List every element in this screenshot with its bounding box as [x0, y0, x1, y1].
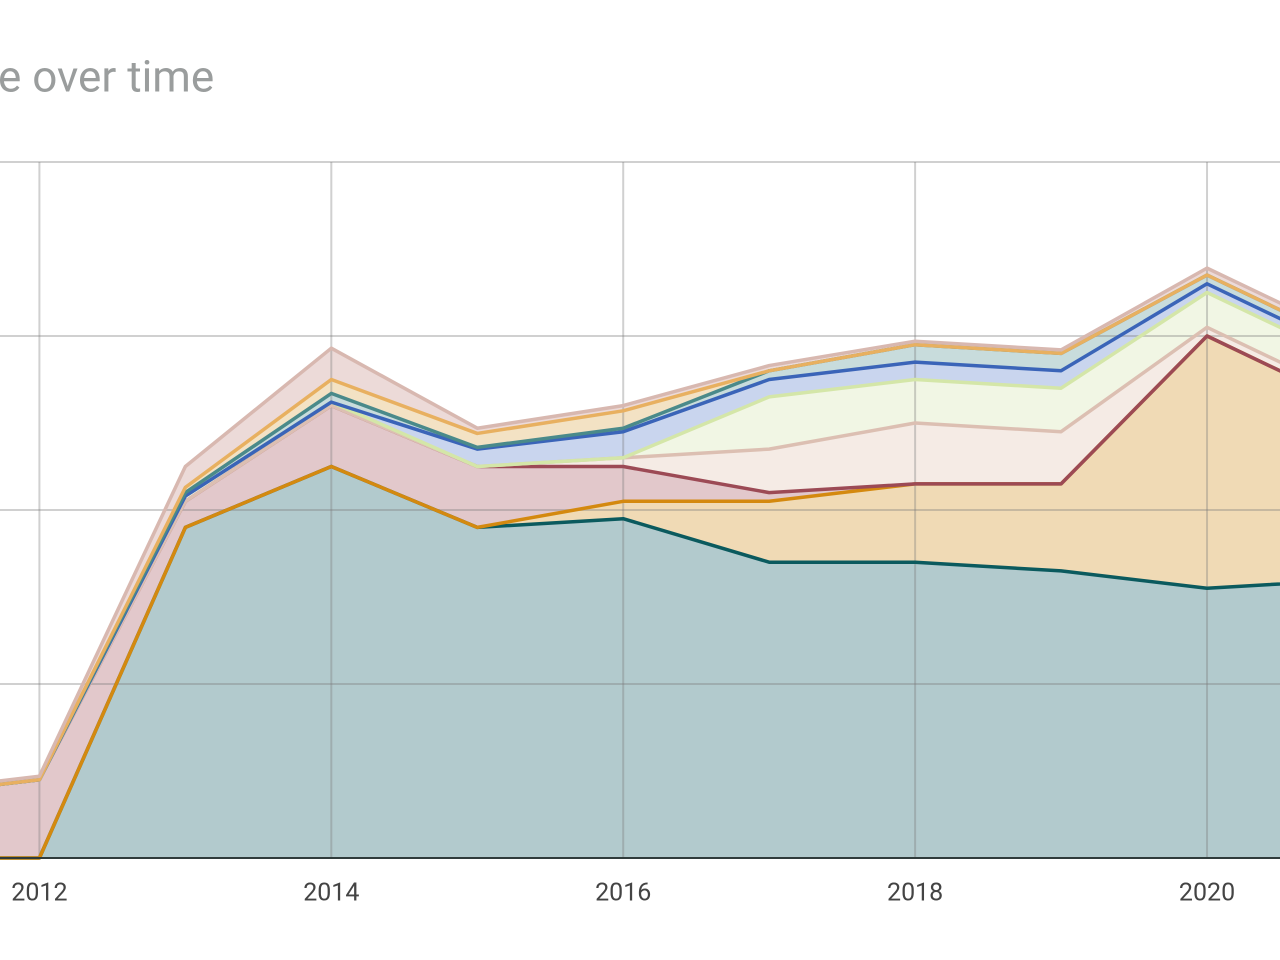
axis: 2012 2014 2016 2018 2020 — [0, 857, 1280, 908]
x-tick-label: 2016 — [595, 879, 651, 908]
area — [0, 327, 1280, 785]
series-line — [0, 273, 1280, 787]
x-tick-label: 2018 — [887, 879, 943, 908]
x-tick-label: 2012 — [11, 879, 67, 908]
area — [0, 292, 1280, 785]
chart-title: e over time — [0, 51, 214, 103]
x-tick-label: 2014 — [303, 879, 359, 908]
series-lines — [0, 266, 1280, 860]
x-tick-label: 2020 — [1179, 879, 1235, 908]
area — [0, 336, 1280, 858]
series-line — [0, 266, 1280, 783]
area — [0, 466, 1280, 858]
